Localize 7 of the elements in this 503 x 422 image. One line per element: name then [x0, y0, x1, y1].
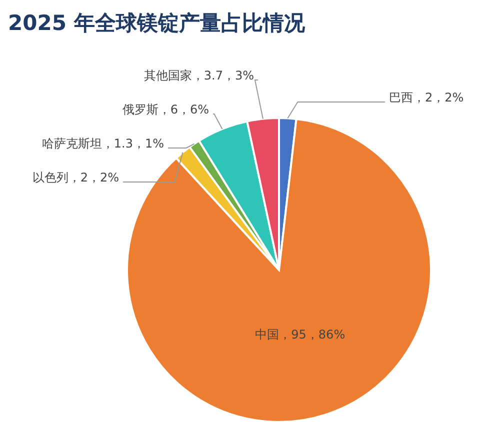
chart-title: 2025 年全球镁锭产量占比情况 — [8, 11, 306, 35]
slice-label: 俄罗斯，6，6% — [122, 102, 209, 116]
slice-label: 哈萨克斯坦，1.3，1% — [42, 136, 164, 150]
slice-label: 巴西，2，2% — [389, 90, 464, 104]
slice-label: 中国，95，86% — [255, 327, 346, 342]
slice-label: 其他国家，3.7，3% — [144, 68, 254, 82]
slice-label: 以色列，2，2% — [32, 170, 119, 184]
